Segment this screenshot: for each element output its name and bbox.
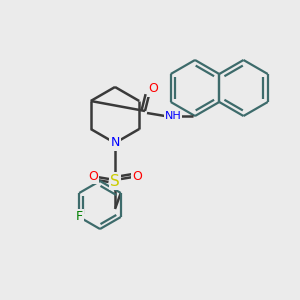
Text: O: O [88,169,98,182]
Text: O: O [148,82,158,95]
Text: F: F [76,211,83,224]
Text: NH: NH [165,111,182,121]
Text: N: N [110,136,120,149]
Text: O: O [132,169,142,182]
Text: S: S [110,173,120,188]
